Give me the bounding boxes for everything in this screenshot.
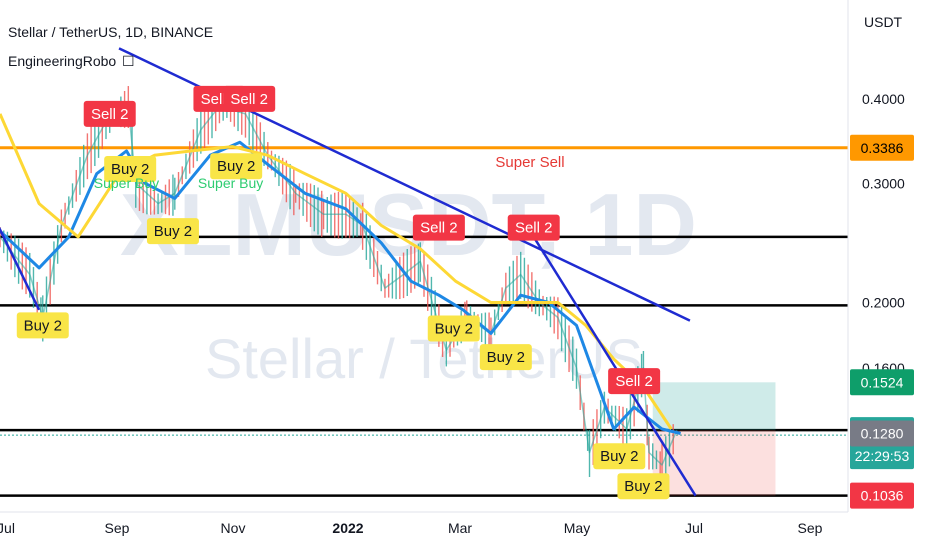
position-target-zone: [652, 382, 776, 431]
chart-legend: Stellar / TetherUS, 1D, BINANCE Engineer…: [8, 24, 213, 69]
price-tick-label: 0.4000: [862, 91, 905, 107]
signal-labels: Buy 2 Buy 2 Buy 2 Buy 2 Buy 2 Buy 2 Buy 2 Buy 2…: [16, 85, 670, 500]
price-tag-label: 0.1036: [861, 488, 904, 504]
buy-signal-box: [210, 153, 263, 180]
price-tag-box: [850, 369, 914, 396]
long-position-box: [652, 382, 776, 496]
chart-title: Stellar / TetherUS, 1D, BINANCE: [8, 24, 213, 40]
buy-signal-box: [617, 473, 670, 500]
price-tag-box: [850, 420, 914, 447]
sell-signal: Sell 2: [615, 373, 653, 390]
buy-signal: Buy 2: [154, 223, 192, 240]
time-label: Sep: [105, 520, 130, 536]
buy-signal: Buy 2: [487, 349, 525, 366]
price-tag-label: 0.3386: [861, 140, 904, 156]
time-label: Jul: [0, 520, 15, 536]
buy-signal-box: [146, 218, 199, 245]
time-label: Sep: [798, 520, 823, 536]
watermark-name: Stellar / TetherUS: [205, 327, 643, 390]
price-tick-label: 0.2000: [862, 294, 905, 310]
time-label: Mar: [448, 520, 472, 536]
sell-signal: Sell 2: [91, 106, 129, 123]
time-labels: Jul Sep Nov 2022 Mar May Jul Sep: [0, 520, 823, 536]
buy-signal-box: [16, 312, 69, 339]
price-tag-label: 0.1280: [861, 426, 904, 442]
price-tag-box: [850, 482, 914, 509]
trendline: [532, 236, 697, 497]
buy-signal: Buy 2: [111, 161, 149, 178]
sell-signal-box: [608, 368, 661, 395]
sell-signal-box: [507, 214, 560, 241]
time-axis[interactable]: [0, 512, 848, 550]
super-sell-label: Super Sell: [495, 154, 564, 171]
time-label: Nov: [221, 520, 246, 536]
super-buy-label: Super Buy: [94, 175, 159, 191]
buy-signal-box: [593, 443, 646, 470]
currency-label: USDT: [864, 14, 903, 30]
buy-signal-box: [479, 344, 532, 371]
buy-signal-box: [104, 156, 157, 183]
buy-signal: Buy 2: [24, 317, 62, 334]
buy-signal: Buy 2: [435, 321, 473, 338]
position-stop-zone: [652, 430, 776, 496]
sell-signal-box: [223, 85, 276, 112]
time-label: May: [564, 520, 590, 536]
buy-signal: Buy 2: [600, 448, 638, 465]
sell-signal: Sell 2: [515, 220, 553, 237]
indicator-name: EngineeringRobo: [8, 53, 116, 69]
sell-signal: Sell 2: [420, 220, 458, 237]
horizontal-levels: [0, 146, 848, 497]
moving-average-line: [0, 140, 681, 435]
time-label: Jul: [685, 520, 703, 536]
super-buy-label: Super Buy: [198, 175, 263, 191]
sell-signal: Sell 2: [230, 91, 268, 108]
watermark-symbol: XLMUSDT, 1D: [120, 175, 697, 274]
price-tag-label: 0.1524: [861, 374, 904, 390]
buy-signal: Buy 2: [624, 478, 662, 495]
time-label: 2022: [332, 520, 363, 536]
price-tag-box: [850, 134, 914, 161]
sell-signal-box: [83, 100, 136, 127]
sell-signal-box: [412, 214, 465, 241]
buy-signal-box: [427, 315, 480, 342]
price-tick-label: 0.3000: [862, 175, 905, 191]
buy-signal: Buy 2: [217, 158, 255, 175]
indicator-settings-icon[interactable]: ☐: [122, 53, 135, 69]
trendline: [0, 226, 41, 311]
bar-countdown: 22:29:53: [855, 448, 910, 464]
